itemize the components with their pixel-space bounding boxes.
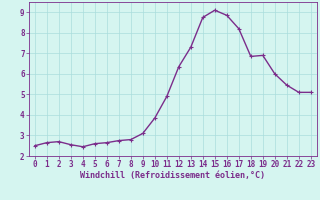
X-axis label: Windchill (Refroidissement éolien,°C): Windchill (Refroidissement éolien,°C) <box>80 171 265 180</box>
